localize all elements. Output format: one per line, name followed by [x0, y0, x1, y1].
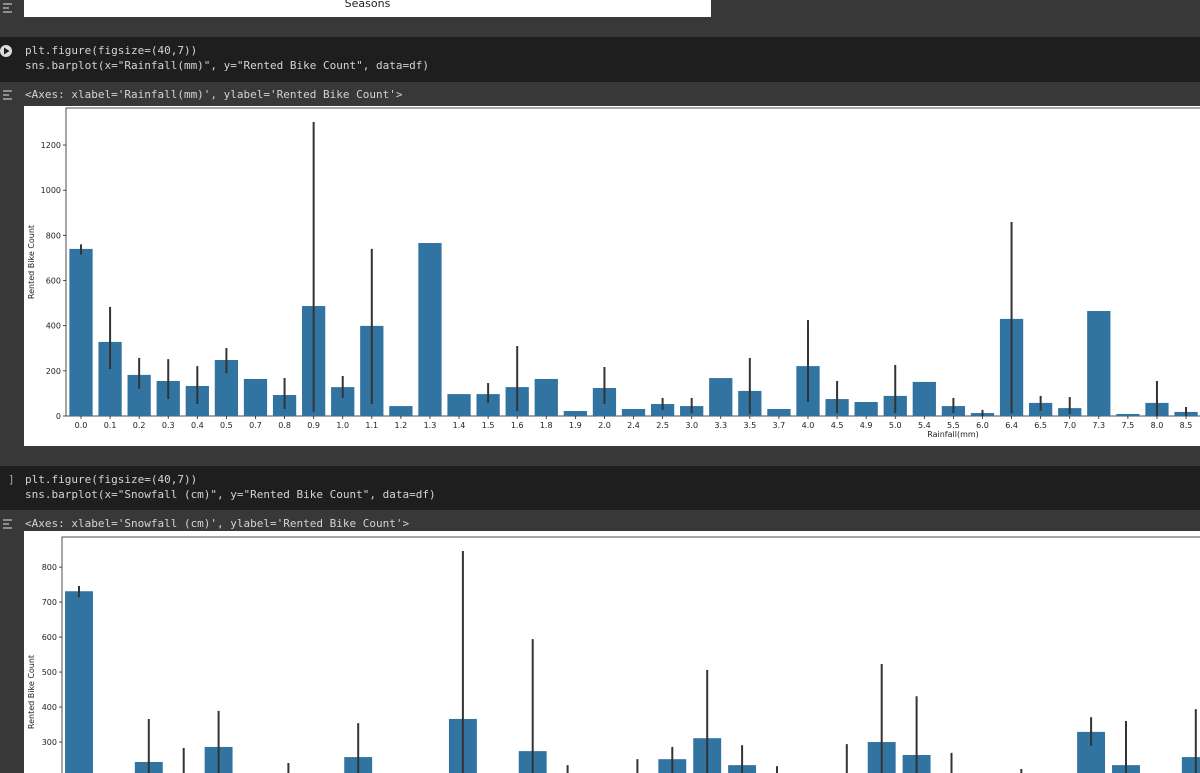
- x-tick-label: 0.9: [307, 421, 320, 430]
- x-tick-label: 7.3: [1092, 421, 1105, 430]
- x-tick-label: 1.6: [511, 421, 524, 430]
- x-tick-label: 8.5: [1180, 421, 1193, 430]
- y-tick-label: 600: [46, 277, 61, 286]
- x-tick-label: 6.4: [1005, 421, 1018, 430]
- x-tick-label: 1.5: [482, 421, 495, 430]
- run-button[interactable]: [0, 44, 14, 58]
- output-text: <Axes: xlabel='Snowfall (cm)', ylabel='R…: [25, 517, 410, 530]
- x-tick-label: 3.5: [743, 421, 756, 430]
- y-tick-label: 300: [42, 738, 57, 747]
- x-tick-label: 0.0: [75, 421, 88, 430]
- output-icon: [3, 90, 12, 100]
- bar: [621, 409, 646, 416]
- x-tick-label: 1.2: [395, 421, 408, 430]
- x-tick-label: 0.3: [162, 421, 175, 430]
- code-cell[interactable]: plt.figure(figsize=(40,7)) sns.barplot(x…: [0, 37, 1200, 82]
- y-tick-label: 600: [42, 633, 57, 642]
- x-tick-label: 0.2: [133, 421, 146, 430]
- bar: [476, 394, 500, 416]
- x-tick-label: 1.9: [569, 421, 582, 430]
- y-tick-label: 1200: [41, 141, 61, 150]
- axes-frame: [61, 536, 1200, 773]
- x-tick-label: 3.0: [685, 421, 698, 430]
- x-tick-label: 4.5: [831, 421, 844, 430]
- y-axis-label: Rented Bike Count: [27, 225, 36, 299]
- y-axis-label: Rented Bike Count: [27, 655, 36, 729]
- bar: [767, 409, 791, 416]
- bar: [447, 394, 471, 416]
- chart: 0 200 400 600 800 1000 1200 0.0 0.1 0.2 0.3 0.4 0.5 0…: [27, 107, 1200, 439]
- bar: [854, 402, 878, 416]
- previous-output: Seasons: [24, 0, 711, 17]
- x-tick-label: 2.4: [627, 421, 640, 430]
- y-tick-label: 800: [42, 563, 57, 572]
- bar: [389, 406, 413, 416]
- x-tick-label: 4.0: [802, 421, 815, 430]
- bar: [243, 378, 268, 416]
- x-tick-label: 1.3: [424, 421, 437, 430]
- bar: [1116, 413, 1140, 416]
- x-tick-label: 2.0: [598, 421, 611, 430]
- x-tick-label: 5.4: [918, 421, 931, 430]
- axis-label: Seasons: [344, 0, 391, 10]
- bar: [709, 378, 733, 416]
- bar: [912, 381, 936, 416]
- x-tick-label: 5.5: [947, 421, 960, 430]
- x-tick-label: 2.5: [656, 421, 669, 430]
- x-tick-label: 0.4: [191, 421, 204, 430]
- cell-prompt: ]: [8, 473, 15, 486]
- x-tick-label: 1.4: [453, 421, 466, 430]
- bar: [65, 591, 93, 773]
- output-icon: [3, 3, 12, 13]
- x-tick-label: 0.8: [278, 421, 291, 430]
- y-tick-label: 200: [46, 367, 61, 376]
- bar: [331, 387, 355, 416]
- y-tick-label: 400: [42, 703, 57, 712]
- code-line: sns.barplot(x="Snowfall (cm)", y="Rented…: [25, 488, 436, 501]
- x-tick-label: 1.8: [540, 421, 553, 430]
- plot-area: 300 400 500 600 700 800 Rented Bike Count: [24, 531, 1200, 773]
- output-text: <Axes: xlabel='Rainfall(mm)', ylabel='Re…: [25, 88, 403, 101]
- bar: [1181, 757, 1200, 773]
- bar: [69, 248, 93, 416]
- y-tick-label: 500: [42, 668, 57, 677]
- bar: [650, 404, 675, 416]
- x-axis-label: Rainfall(mm): [927, 430, 979, 439]
- y-tick-label: 400: [46, 322, 61, 331]
- y-tick-label: 0: [56, 412, 61, 421]
- bar: [1087, 311, 1111, 416]
- bar: [98, 341, 122, 416]
- x-tick-label: 0.5: [220, 421, 233, 430]
- code-cell[interactable]: ] plt.figure(figsize=(40,7)) sns.barplot…: [0, 466, 1200, 510]
- bar: [534, 378, 558, 416]
- chart: 300 400 500 600 700 800 Rented Bike Count: [27, 536, 1200, 773]
- y-tick-label: 1000: [41, 186, 61, 195]
- x-tick-label: 7.0: [1063, 421, 1076, 430]
- axes-frame: [65, 107, 1200, 417]
- x-tick-label: 3.3: [714, 421, 727, 430]
- x-tick-label: 6.0: [976, 421, 989, 430]
- x-tick-label: 6.5: [1034, 421, 1047, 430]
- code-line: plt.figure(figsize=(40,7)): [25, 44, 198, 57]
- bar: [127, 374, 151, 416]
- x-tick-label: 7.5: [1122, 421, 1135, 430]
- plot-area: 0 200 400 600 800 1000 1200 0.0 0.1 0.2 0.3 0.4 0.5 0…: [24, 106, 1200, 446]
- output-icon: [3, 519, 12, 529]
- x-tick-label: 5.0: [889, 421, 902, 430]
- bar: [418, 243, 442, 416]
- bar: [563, 411, 587, 416]
- code-line: sns.barplot(x="Rainfall(mm)", y="Rented …: [25, 59, 429, 72]
- x-tick-label: 3.7: [773, 421, 786, 430]
- x-tick-label: 1.1: [365, 421, 378, 430]
- code-line: plt.figure(figsize=(40,7)): [25, 473, 198, 486]
- x-tick-label: 0.7: [249, 421, 262, 430]
- x-tick-label: 1.0: [336, 421, 349, 430]
- y-tick-label: 700: [42, 598, 57, 607]
- x-tick-label: 8.0: [1151, 421, 1164, 430]
- x-tick-label: 4.9: [860, 421, 873, 430]
- bar: [214, 360, 239, 416]
- y-tick-label: 800: [46, 231, 61, 240]
- x-tick-label: 0.1: [104, 421, 117, 430]
